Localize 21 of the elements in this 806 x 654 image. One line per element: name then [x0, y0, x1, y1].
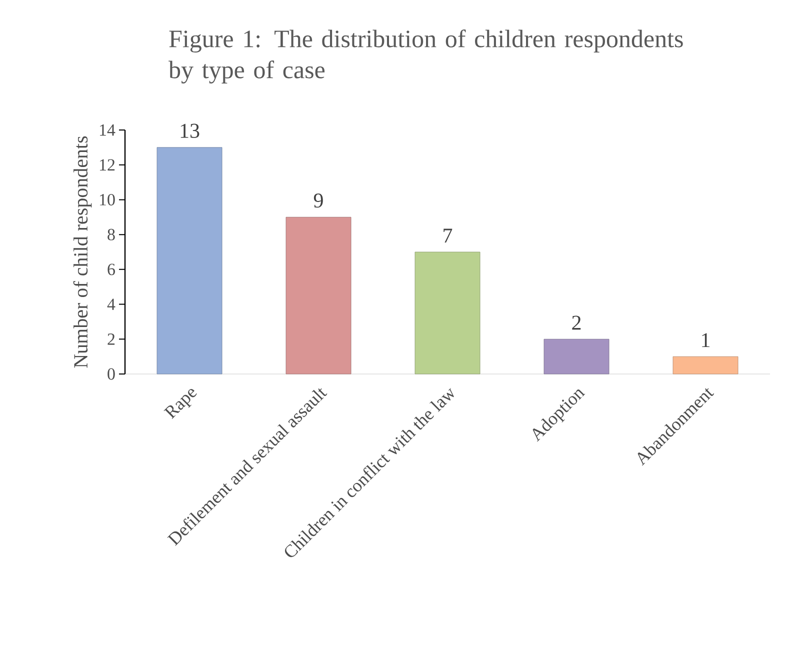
y-tick-label: 14 [100, 124, 116, 136]
bar [156, 147, 222, 374]
chart-title: Figure 1: The distribution of children respondents by type of case [168, 30, 683, 84]
bar [672, 356, 738, 374]
bar [414, 252, 480, 374]
y-tick-label: 12 [100, 159, 115, 170]
y-tick-label: 2 [108, 334, 115, 345]
data-label: 9 [314, 194, 323, 208]
x-tick-label: Rape [164, 388, 197, 420]
y-tick-label: 0 [108, 368, 115, 380]
y-tick-label: 6 [108, 264, 115, 276]
bar [286, 216, 352, 374]
data-label: 2 [572, 316, 581, 330]
y-tick-label: 8 [108, 228, 115, 240]
data-label: 1 [702, 333, 710, 348]
y-axis-title: Number of child respondents [73, 136, 92, 368]
y-tick-label: 10 [100, 194, 115, 206]
bar [544, 338, 610, 374]
data-label: 7 [444, 228, 452, 242]
data-label: 13 [180, 124, 200, 138]
y-tick-label: 4 [107, 298, 116, 310]
